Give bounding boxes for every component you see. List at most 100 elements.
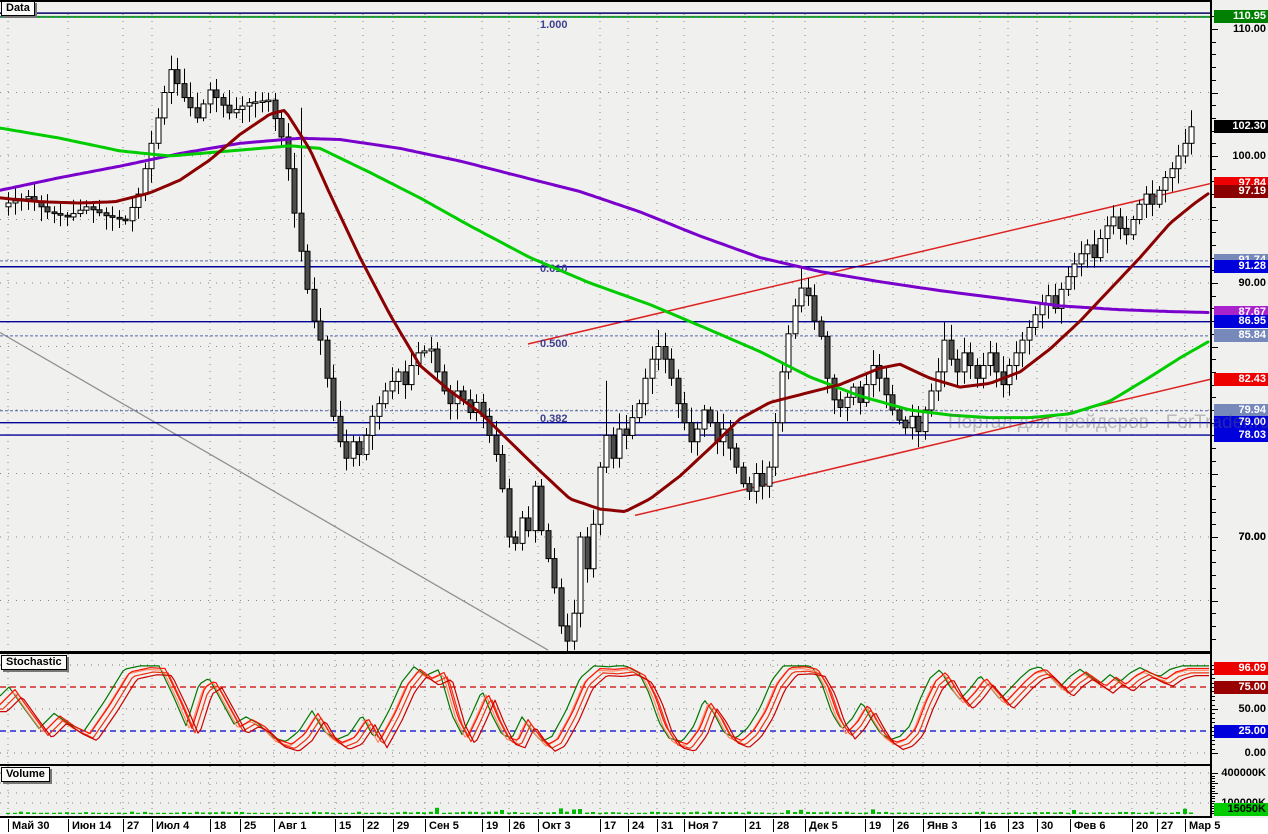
price-chip-70.00: 70.00 bbox=[1238, 531, 1266, 543]
candle-up bbox=[1169, 168, 1176, 179]
time-tick bbox=[152, 819, 153, 832]
volume-bar bbox=[1118, 811, 1122, 814]
volume-bar bbox=[266, 812, 270, 814]
time-tick bbox=[240, 819, 241, 832]
candle-up bbox=[1065, 276, 1072, 290]
candle-down bbox=[337, 415, 344, 443]
tab-volume[interactable]: Volume bbox=[1, 767, 50, 782]
price-axis[interactable]: 110.00 100.00 90.00 70.00 110.95 102.30 97.84 9… bbox=[1210, 0, 1268, 818]
volume-bar bbox=[708, 811, 712, 814]
time-label: 16 bbox=[984, 820, 997, 832]
volume-bar bbox=[117, 812, 121, 814]
volume-bar bbox=[39, 812, 43, 814]
axis-tick bbox=[1212, 753, 1218, 754]
volume-bar bbox=[240, 811, 244, 814]
volume-panel[interactable] bbox=[0, 766, 1212, 816]
candle-down bbox=[902, 419, 909, 429]
candle-up bbox=[603, 434, 610, 468]
candle-up bbox=[987, 352, 994, 367]
time-label: Дек 5 bbox=[809, 820, 838, 832]
volume-bar bbox=[728, 812, 732, 814]
volume-bar bbox=[91, 812, 95, 814]
axis-tick bbox=[1212, 486, 1216, 487]
tab-data[interactable]: Data bbox=[1, 1, 35, 16]
axis-tick bbox=[1212, 512, 1216, 513]
time-tick bbox=[123, 819, 124, 832]
volume-bar bbox=[1131, 812, 1135, 814]
axis-tick bbox=[1212, 207, 1216, 208]
time-tick bbox=[600, 819, 601, 832]
time-tick bbox=[425, 819, 426, 832]
volume-bar bbox=[1085, 812, 1089, 814]
price-chip-86.95: 86.95 bbox=[1214, 315, 1268, 328]
candle-up bbox=[369, 415, 376, 436]
time-tick bbox=[1037, 819, 1038, 832]
time-tick bbox=[745, 819, 746, 832]
volume-bar bbox=[344, 812, 348, 814]
volume-bar bbox=[253, 812, 257, 814]
candle-up bbox=[798, 287, 805, 307]
axis-tick bbox=[1212, 448, 1216, 449]
axis-tick bbox=[1212, 806, 1215, 807]
volume-bar bbox=[1144, 812, 1148, 814]
candle-down bbox=[291, 168, 298, 214]
candle-up bbox=[350, 441, 357, 459]
candle-down bbox=[434, 348, 441, 373]
ma-fast-darkred bbox=[0, 109, 1210, 513]
time-tick bbox=[1008, 819, 1009, 832]
axis-tick bbox=[1212, 524, 1216, 525]
axis-tick bbox=[1212, 786, 1215, 787]
volume-bar bbox=[377, 812, 381, 814]
candle-down bbox=[441, 371, 448, 392]
candle-up bbox=[408, 365, 415, 386]
candle-up bbox=[1078, 253, 1085, 265]
volume-bar bbox=[513, 811, 517, 814]
volume-bar bbox=[526, 812, 530, 814]
stochastic-panel[interactable] bbox=[0, 654, 1212, 764]
volume-bar bbox=[201, 812, 205, 814]
time-label: 19 bbox=[486, 820, 499, 832]
volume-bar bbox=[591, 811, 595, 814]
candle-down bbox=[181, 83, 188, 99]
axis-tick bbox=[1212, 42, 1216, 43]
volume-bar bbox=[84, 812, 88, 814]
candle-up bbox=[532, 485, 539, 532]
time-axis[interactable]: Май 30 Июн 14 27 Июл 4 18 25 Авг 1 15 22 29 Сен 5 1… bbox=[0, 818, 1268, 834]
volume-bar bbox=[643, 812, 647, 814]
volume-bar bbox=[604, 812, 608, 814]
candle-up bbox=[428, 348, 435, 352]
candle-up bbox=[590, 523, 597, 570]
candle-down bbox=[1123, 227, 1130, 236]
candle-up bbox=[694, 428, 701, 443]
fib-label-0.500: 0.500 bbox=[540, 338, 568, 350]
volume-bar bbox=[942, 812, 946, 814]
axis-tick bbox=[1212, 709, 1218, 710]
candle-up bbox=[961, 352, 968, 373]
panel-separator bbox=[0, 651, 1212, 654]
axis-tick bbox=[1212, 700, 1215, 701]
candle-down bbox=[493, 434, 500, 455]
volume-bar bbox=[143, 811, 147, 814]
candle-up bbox=[1156, 189, 1163, 205]
axis-tick bbox=[1212, 613, 1216, 614]
price-chip-82.43: 82.43 bbox=[1214, 373, 1268, 386]
axis-tick bbox=[1212, 626, 1216, 627]
time-label: 29 bbox=[397, 820, 410, 832]
candle-up bbox=[571, 612, 578, 642]
volume-bar bbox=[1150, 811, 1154, 814]
volume-bar bbox=[572, 809, 576, 814]
volume-bar bbox=[624, 812, 628, 814]
volume-bar bbox=[1001, 812, 1005, 814]
tab-stochastic[interactable]: Stochastic bbox=[1, 655, 67, 670]
volume-bar bbox=[1189, 812, 1193, 814]
volume-bar bbox=[260, 812, 264, 814]
candle-up bbox=[142, 168, 149, 195]
volume-bar bbox=[975, 811, 979, 814]
time-tick bbox=[893, 819, 894, 832]
candle-up bbox=[792, 305, 799, 335]
fib-label-0.382: 0.382 bbox=[540, 413, 568, 425]
candle-up bbox=[239, 105, 246, 110]
axis-tick bbox=[1212, 749, 1215, 750]
time-label: 31 bbox=[661, 820, 674, 832]
